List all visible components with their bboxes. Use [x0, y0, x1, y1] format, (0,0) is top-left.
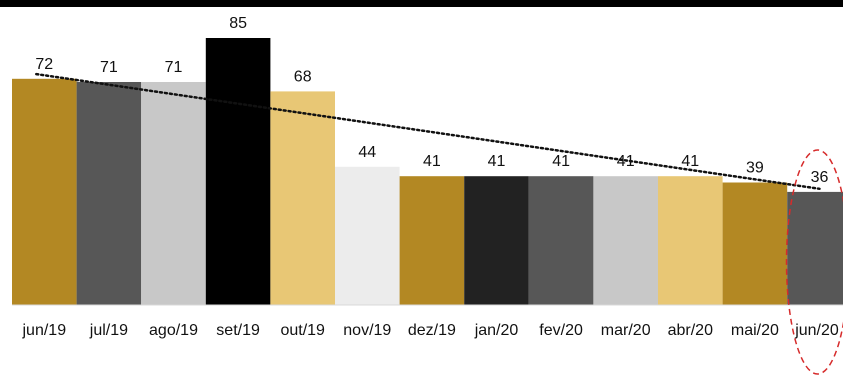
bar-abr-20 [658, 176, 723, 305]
x-tick-jan-20: jan/20 [474, 322, 519, 339]
bar-jan-20 [464, 176, 529, 305]
value-label-dez-19: 41 [423, 153, 441, 170]
x-tick-jun-20: jun/20 [794, 322, 839, 339]
x-tick-dez-19: dez/19 [408, 322, 456, 339]
bar-jul-19 [76, 82, 142, 305]
x-tick-jun-19: jun/19 [22, 322, 67, 339]
value-label-jul-19: 71 [100, 59, 118, 76]
bar-out-19 [270, 91, 335, 306]
bar-set-19 [205, 38, 271, 305]
x-tick-jul-19: jul/19 [89, 322, 128, 339]
value-label-jan-20: 41 [488, 153, 506, 170]
bar-fev-20 [528, 176, 594, 305]
x-tick-fev-20: fev/20 [539, 322, 583, 339]
top-band [0, 0, 843, 7]
x-tick-abr-20: abr/20 [668, 322, 713, 339]
value-label-abr-20: 41 [681, 153, 699, 170]
value-labels-group: 72 71 71 85 68 44 41 41 41 41 41 39 36 [35, 15, 828, 186]
x-tick-set-19: set/19 [216, 322, 260, 339]
value-label-mai-20: 39 [746, 160, 764, 177]
bars-group [12, 38, 843, 306]
bar-jun-20 [787, 191, 843, 305]
bar-mar-20 [593, 176, 658, 305]
x-tick-mar-20: mar/20 [601, 322, 651, 339]
value-label-mar-20: 41 [617, 153, 635, 170]
value-label-set-19: 85 [229, 15, 247, 32]
bar-jun-19 [12, 78, 77, 305]
bar-mai-20 [722, 182, 788, 305]
x-axis-tick-labels: jun/19 jul/19 ago/19 set/19 out/19 nov/19 dez/… [22, 322, 839, 339]
bar-nov-19 [335, 166, 400, 305]
value-label-out-19: 68 [294, 68, 312, 85]
x-tick-ago-19: ago/19 [149, 322, 198, 339]
value-label-nov-19: 44 [358, 144, 376, 161]
bar-ago-19 [141, 82, 206, 305]
value-label-fev-20: 41 [552, 153, 570, 170]
highlight-ellipse [785, 149, 843, 375]
trendline [35, 72, 821, 191]
x-tick-out-19: out/19 [280, 322, 325, 339]
x-tick-mai-20: mai/20 [731, 322, 779, 339]
value-label-jun-20: 36 [811, 169, 829, 186]
value-label-jun-19: 72 [35, 56, 53, 73]
value-label-ago-19: 71 [165, 59, 183, 76]
x-tick-nov-19: nov/19 [343, 322, 391, 339]
bar-dez-19 [399, 176, 465, 305]
